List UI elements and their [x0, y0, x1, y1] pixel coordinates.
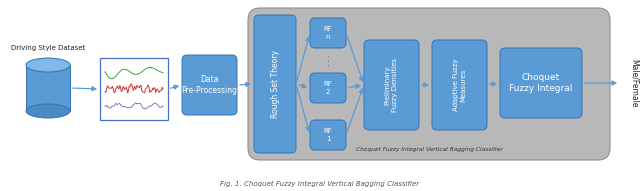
Text: RF
n: RF n [324, 26, 332, 40]
Text: Choquet
Fuzzy Integral: Choquet Fuzzy Integral [509, 73, 573, 93]
FancyBboxPatch shape [248, 8, 610, 160]
Text: Adaptive Fuzzy
Measures: Adaptive Fuzzy Measures [452, 59, 467, 111]
Ellipse shape [26, 58, 70, 72]
Text: RF
1: RF 1 [324, 128, 332, 142]
FancyBboxPatch shape [364, 40, 419, 130]
Text: Fig. 1. Choquet Fuzzy Integral Vertical Bagging Classifier: Fig. 1. Choquet Fuzzy Integral Vertical … [220, 181, 420, 187]
Text: Rough Set Theory: Rough Set Theory [271, 50, 280, 118]
Text: Data
Pre-Processing: Data Pre-Processing [182, 75, 237, 95]
FancyBboxPatch shape [310, 18, 346, 48]
FancyBboxPatch shape [26, 65, 70, 111]
Text: Male/Female: Male/Female [630, 59, 639, 107]
Text: Preliminary
Fuzzy Densities: Preliminary Fuzzy Densities [385, 58, 398, 112]
FancyBboxPatch shape [432, 40, 487, 130]
Text: Choquet Fuzzy Integral Vertical Bagging Classifier: Choquet Fuzzy Integral Vertical Bagging … [356, 147, 502, 152]
Text: . . .: . . . [325, 55, 331, 66]
Text: RF
2: RF 2 [324, 81, 332, 95]
Text: Driving Style Dataset: Driving Style Dataset [11, 45, 85, 51]
Bar [26, 65, 70, 111]
FancyBboxPatch shape [310, 73, 346, 103]
FancyBboxPatch shape [254, 15, 296, 153]
FancyBboxPatch shape [100, 58, 168, 120]
Ellipse shape [26, 104, 70, 118]
FancyBboxPatch shape [500, 48, 582, 118]
FancyBboxPatch shape [310, 120, 346, 150]
FancyBboxPatch shape [182, 55, 237, 115]
